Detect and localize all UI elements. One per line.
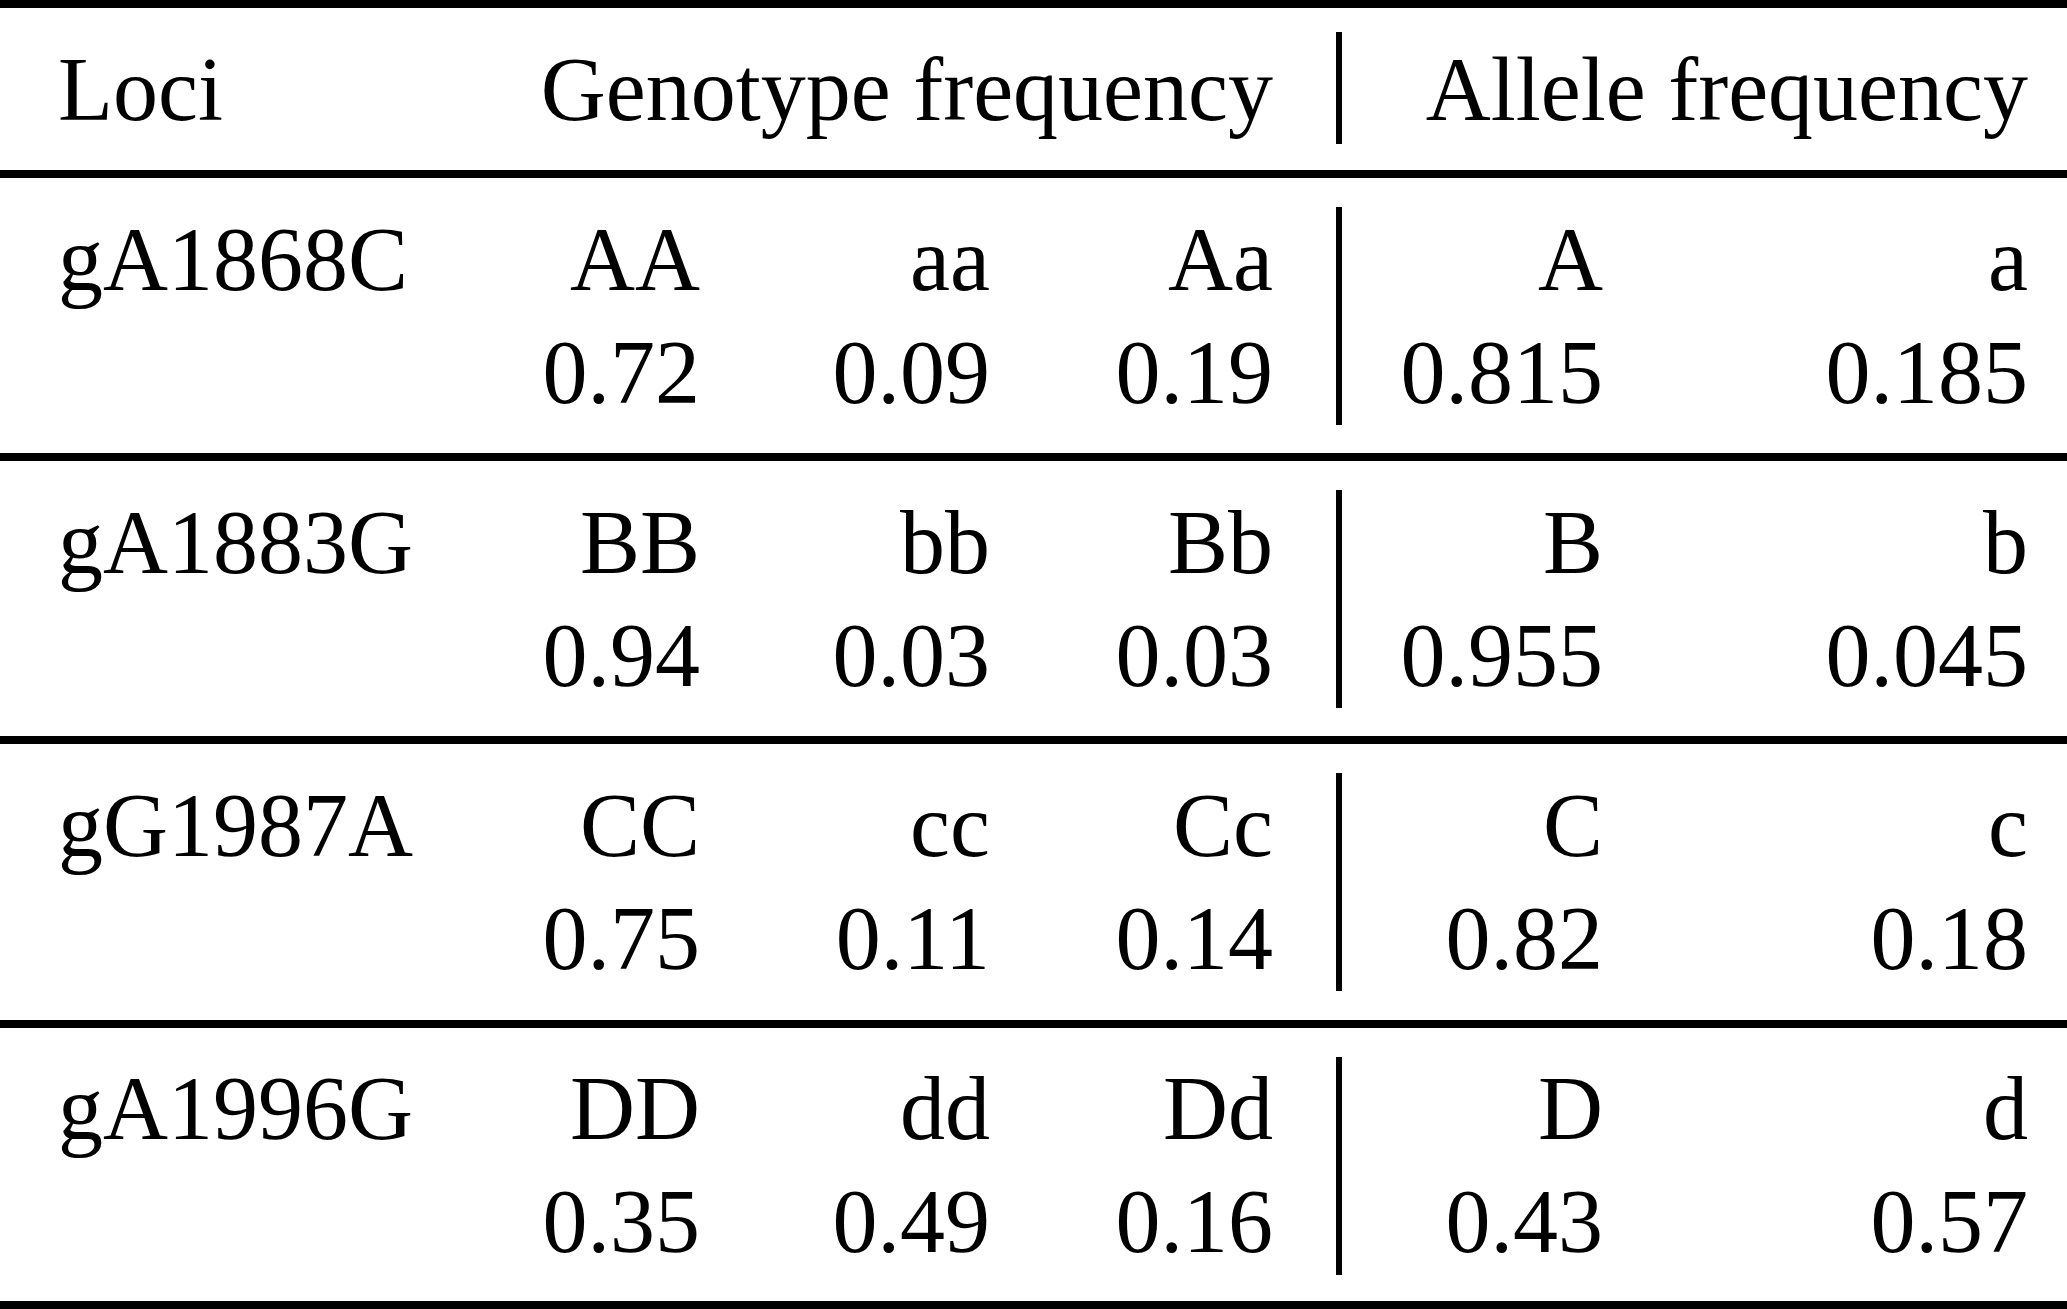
genotype-label: AA (280, 203, 700, 316)
genotype-label: aa (700, 203, 990, 316)
allele-value: 0.815 (1273, 316, 1603, 429)
header-allele-frequency: Allele frequency (1273, 33, 2067, 146)
allele-value: 0.57 (1603, 1165, 2067, 1278)
locus-label: gG1987A (0, 769, 280, 882)
allele-label: b (1603, 486, 2067, 599)
genotype-label: DD (280, 1052, 700, 1165)
genotype-label: bb (700, 486, 990, 599)
allele-label: D (1273, 1052, 1603, 1165)
genotype-label: Bb (990, 486, 1273, 599)
empty-cell (0, 882, 280, 995)
row-divider (0, 1020, 2067, 1028)
allele-value: 0.82 (1273, 882, 1603, 995)
empty-cell (0, 599, 280, 712)
row-divider (0, 453, 2067, 461)
locus-label: gA1883G (0, 486, 280, 599)
empty-cell (0, 1165, 280, 1278)
genotype-value: 0.09 (700, 316, 990, 429)
allele-label: c (1603, 769, 2067, 882)
genotype-value: 0.03 (990, 599, 1273, 712)
genotype-value: 0.16 (990, 1165, 1273, 1278)
genotype-label: cc (700, 769, 990, 882)
allele-label: d (1603, 1052, 2067, 1165)
allele-value: 0.18 (1603, 882, 2067, 995)
header-genotype-frequency: Genotype frequency (280, 33, 1273, 146)
table-row: gA1868C AA aa Aa A a 0.72 0.09 0.19 0.81… (0, 178, 2067, 453)
frequency-table: Loci Genotype frequency Allele frequency… (0, 0, 2067, 1309)
header-divider (0, 170, 2067, 178)
header-loci: Loci (0, 33, 280, 146)
genotype-value: 0.11 (700, 882, 990, 995)
genotype-label: CC (280, 769, 700, 882)
genotype-label: dd (700, 1052, 990, 1165)
table-row: gA1996G DD dd Dd D d 0.35 0.49 0.16 0.43… (0, 1028, 2067, 1301)
table-top-border (0, 0, 2067, 8)
genotype-value: 0.75 (280, 882, 700, 995)
allele-value: 0.955 (1273, 599, 1603, 712)
table-row: gG1987A CC cc Cc C c 0.75 0.11 0.14 0.82… (0, 744, 2067, 1020)
genotype-value: 0.35 (280, 1165, 700, 1278)
locus-label: gA1996G (0, 1052, 280, 1165)
allele-value: 0.045 (1603, 599, 2067, 712)
genotype-label: Aa (990, 203, 1273, 316)
genotype-value: 0.19 (990, 316, 1273, 429)
genotype-label: Dd (990, 1052, 1273, 1165)
allele-label: A (1273, 203, 1603, 316)
allele-label: C (1273, 769, 1603, 882)
allele-label: a (1603, 203, 2067, 316)
genotype-value: 0.49 (700, 1165, 990, 1278)
genotype-value: 0.94 (280, 599, 700, 712)
genotype-value: 0.14 (990, 882, 1273, 995)
allele-value: 0.185 (1603, 316, 2067, 429)
allele-label: B (1273, 486, 1603, 599)
genotype-value: 0.03 (700, 599, 990, 712)
table-header-row: Loci Genotype frequency Allele frequency (0, 8, 2067, 170)
genotype-label: BB (280, 486, 700, 599)
row-divider (0, 736, 2067, 744)
locus-label: gA1868C (0, 203, 280, 316)
genotype-label: Cc (990, 769, 1273, 882)
table-bottom-border (0, 1301, 2067, 1309)
empty-cell (0, 316, 280, 429)
allele-value: 0.43 (1273, 1165, 1603, 1278)
table-row: gA1883G BB bb Bb B b 0.94 0.03 0.03 0.95… (0, 461, 2067, 736)
genotype-value: 0.72 (280, 316, 700, 429)
